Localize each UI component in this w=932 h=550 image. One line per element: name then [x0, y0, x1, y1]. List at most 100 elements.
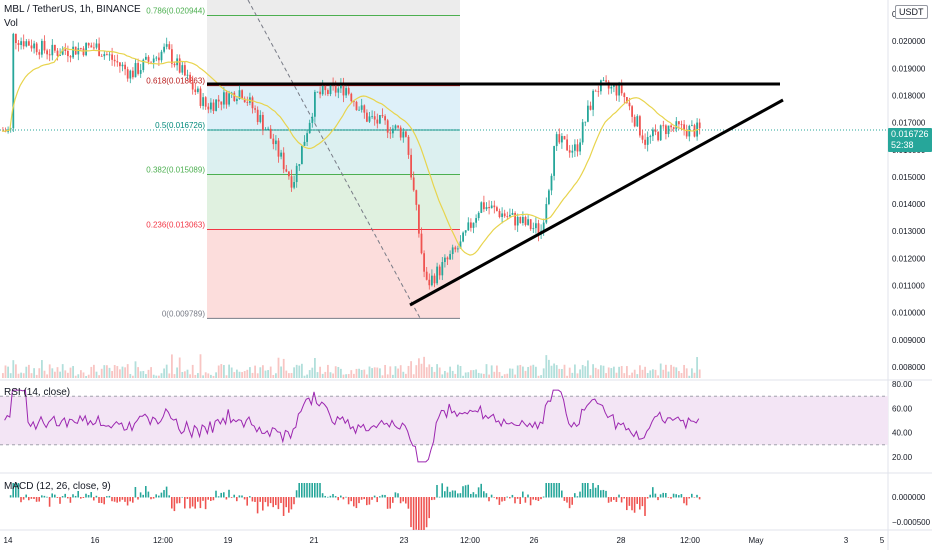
candle-body [178, 58, 181, 73]
candle-body [12, 33, 15, 129]
macd-histogram-bar [394, 492, 397, 498]
volume-bar [384, 364, 386, 378]
candle-body [628, 102, 631, 107]
macd-histogram-bar [628, 497, 631, 506]
candle-body [111, 54, 113, 60]
volume-bar [225, 375, 228, 378]
volume-bar [423, 356, 425, 378]
volume-bar [243, 371, 246, 378]
macd-histogram-bar [441, 483, 443, 498]
macd-histogram-bar [485, 493, 488, 498]
macd-histogram-bar [550, 483, 553, 498]
macd-histogram-bar [184, 497, 186, 509]
macd-histogram-bar [249, 496, 251, 498]
volume-bar [334, 366, 337, 378]
volume-bar [223, 365, 225, 378]
volume-bar [290, 373, 293, 378]
candle-body [415, 190, 418, 205]
macd-histogram-bar [407, 497, 410, 509]
price-tick-label: 0.015000 [892, 173, 926, 182]
macd-histogram-bar [35, 497, 38, 502]
macd-histogram-bar [28, 497, 30, 501]
volume-bar [199, 354, 202, 378]
macd-histogram-bar [472, 492, 475, 498]
macd-histogram-bar [155, 494, 157, 498]
volume-bar [314, 358, 316, 378]
candle-body [225, 92, 228, 105]
macd-histogram-bar [285, 497, 287, 508]
candle-body [345, 88, 347, 96]
macd-histogram-bar [381, 494, 384, 498]
candle-body [454, 247, 457, 250]
candle-body [277, 140, 280, 157]
candle-body [67, 50, 69, 57]
candle-body [275, 140, 277, 145]
candle-body [402, 131, 405, 138]
time-tick-label: 26 [530, 536, 539, 545]
volume-bars [2, 354, 701, 378]
macd-histogram-bar [389, 497, 391, 509]
macd-histogram-bar [329, 495, 332, 498]
macd-histogram-bar [15, 483, 17, 498]
macd-histogram-bar [319, 483, 321, 498]
macd-histogram-bar [459, 493, 462, 498]
macd-histogram-bar [667, 497, 670, 498]
volume-bar [171, 354, 173, 378]
volume-bar [186, 369, 189, 378]
candle-body [670, 125, 672, 128]
macd-histogram-bar [20, 497, 22, 503]
volume-bar [129, 373, 132, 378]
volume-bar [394, 366, 397, 378]
macd-histogram-bar [93, 497, 95, 501]
candle-body [561, 136, 563, 143]
macd-histogram-bar [51, 493, 53, 498]
volume-bar [532, 364, 535, 378]
candle-body [269, 128, 272, 139]
candle-body [108, 54, 111, 56]
macd-histogram-bar [379, 496, 381, 498]
volume-bar [87, 374, 90, 378]
macd-histogram-bar [176, 497, 178, 504]
macd-histogram-bar [592, 483, 594, 498]
macd-histogram-bar [17, 483, 20, 498]
macd-histogram-bar [267, 497, 269, 507]
volume-bar [431, 366, 433, 378]
volume-bar [251, 372, 254, 378]
volume-bar [444, 370, 446, 378]
candle-body [503, 213, 506, 217]
volume-bar [594, 367, 597, 378]
currency-badge[interactable]: USDT [895, 5, 928, 19]
candle-body [441, 262, 444, 276]
candle-body [683, 124, 685, 131]
volume-bar [132, 375, 134, 378]
macd-histogram-bar [262, 497, 264, 511]
candle-body [446, 257, 449, 260]
macd-histogram-bar [77, 491, 79, 498]
volume-bar [623, 373, 626, 378]
macd-histogram-bar [618, 494, 620, 498]
macd-histogram-bar [139, 492, 142, 498]
price-tick-label: 0.013000 [892, 227, 926, 236]
macd-histogram-bar [145, 486, 147, 498]
candle-body [33, 43, 35, 49]
candle-body [633, 116, 636, 127]
volume-bar [98, 375, 100, 378]
volume-bar [158, 375, 160, 378]
candle-body [579, 142, 581, 152]
candle-body [605, 80, 607, 82]
candle-body [407, 136, 410, 155]
rsi-band [0, 396, 888, 445]
candle-body [501, 213, 503, 218]
macd-histogram-bar [514, 497, 516, 504]
volume-bar [228, 364, 230, 378]
macd-histogram-bar [38, 497, 40, 502]
candle-body [662, 125, 665, 127]
candle-body [251, 97, 254, 109]
macd-histogram-bar [197, 497, 199, 502]
macd-histogram-bar [306, 483, 308, 498]
macd-histogram-bar [119, 497, 121, 502]
candle-body [340, 83, 342, 89]
candle-body [472, 222, 475, 228]
